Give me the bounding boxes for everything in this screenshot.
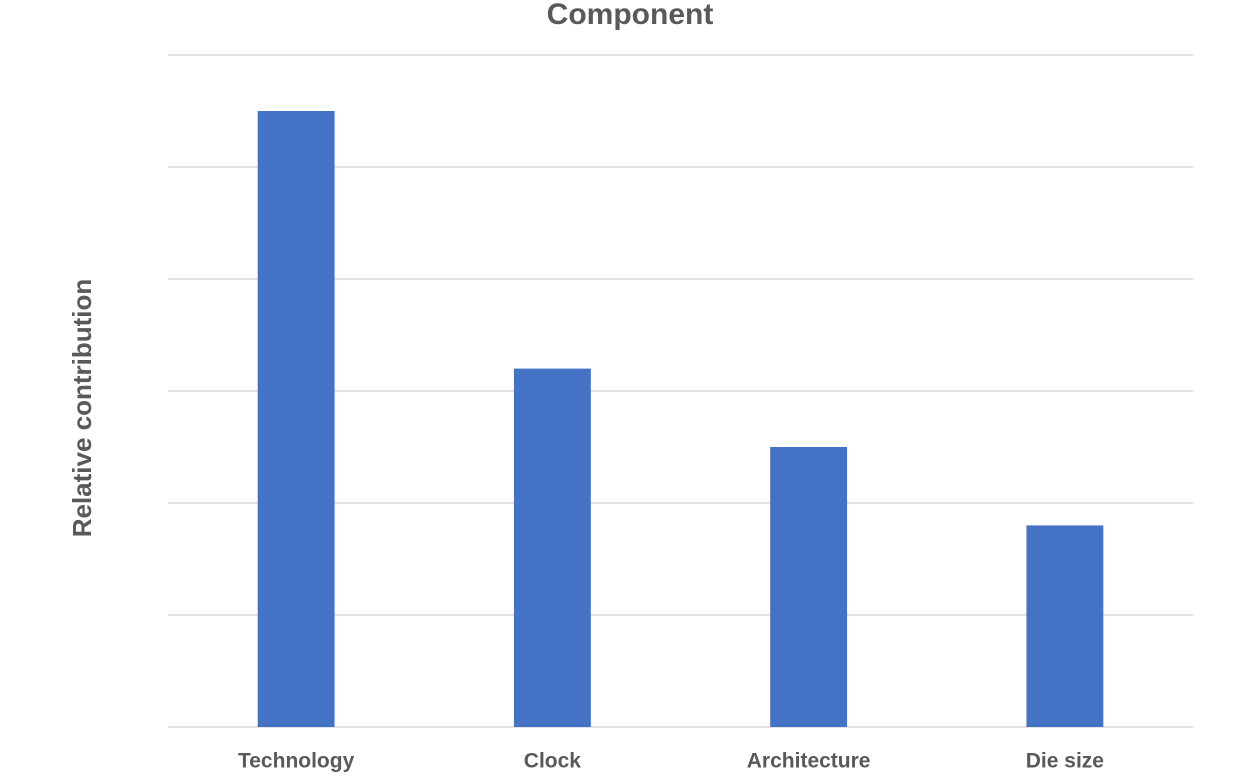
- bar: [770, 447, 848, 727]
- bar: [1026, 525, 1104, 727]
- x-tick-label: Technology: [238, 750, 355, 773]
- x-tick-label: Clock: [524, 750, 582, 773]
- bar: [257, 111, 335, 727]
- y-axis-label: Relative contribution: [67, 279, 97, 538]
- bar: [513, 368, 591, 727]
- x-tick-label: Die size: [1026, 750, 1104, 773]
- x-tick-label: Architecture: [747, 750, 871, 773]
- chart-title: Component: [547, 0, 714, 31]
